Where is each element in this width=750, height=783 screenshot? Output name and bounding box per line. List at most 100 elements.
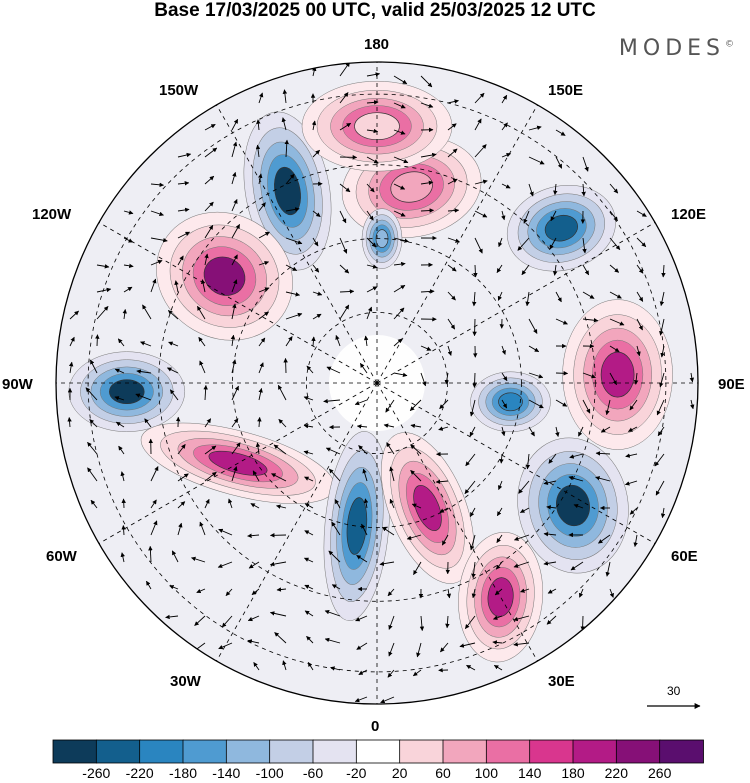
wind-vector [496, 507, 503, 517]
wind-vector [177, 207, 190, 213]
wind-vector [555, 129, 566, 136]
wind-vector [523, 210, 530, 224]
wind-vector [166, 367, 179, 374]
wind-vector [285, 312, 303, 320]
wind-vectors [67, 62, 695, 704]
wind-vector [120, 471, 125, 482]
wind-vector [605, 399, 611, 416]
wind-vector [410, 423, 422, 429]
wind-vector [447, 264, 457, 272]
wind-vector [497, 480, 503, 491]
map-title: Base 17/03/2025 00 UTC, valid 25/03/2025… [154, 0, 596, 21]
wind-vector [366, 210, 374, 221]
wind-vector [331, 521, 341, 536]
wind-vector [283, 357, 288, 374]
wind-vector [121, 525, 126, 536]
wind-vector [471, 561, 476, 579]
wind-vector [366, 264, 378, 269]
wind-vector [304, 610, 314, 617]
colorbar-swatch [182, 739, 228, 764]
wind-vector [96, 306, 109, 320]
wind-vector [258, 337, 266, 347]
colorbar-swatch [355, 739, 401, 764]
wind-vector [199, 521, 206, 536]
wind-vector [472, 372, 477, 388]
wind-vector [568, 475, 584, 482]
wind-vector [258, 173, 263, 185]
wind-vector [69, 310, 79, 320]
wind-vector [204, 225, 214, 239]
wind-vector [354, 399, 368, 406]
wind-vector [459, 642, 476, 648]
wind-vector [204, 471, 217, 482]
brand-name: MODES [618, 36, 725, 61]
wind-vector [469, 507, 476, 517]
wind-vector [435, 479, 449, 484]
wind-vector [135, 393, 152, 401]
wind-vector [366, 100, 379, 105]
wind-vector [528, 372, 544, 379]
wind-vector [304, 503, 314, 509]
wind-vector [204, 175, 215, 185]
wind-vector [339, 92, 349, 104]
wind-vector [177, 181, 190, 186]
wind-vector [339, 183, 351, 193]
wind-vector [528, 156, 545, 165]
wind-vector [447, 345, 452, 356]
wind-vector [578, 426, 584, 437]
wind-vector [543, 531, 557, 537]
parallel [305, 311, 448, 454]
wind-vector [420, 289, 435, 294]
wind-vector [609, 588, 614, 598]
lon-label-0: 0 [371, 718, 380, 735]
wind-vector [356, 424, 368, 429]
wind-vector [258, 92, 264, 104]
colorbar-swatch [269, 739, 314, 764]
wind-vector [197, 305, 206, 320]
wind-vector [605, 561, 611, 577]
wind-vector [328, 468, 341, 482]
wind-vector [393, 237, 409, 243]
wind-vector [177, 255, 184, 266]
wind-vector [231, 442, 241, 455]
wind-vector [393, 338, 403, 347]
wind-vector [636, 345, 641, 357]
wind-vector [339, 210, 347, 224]
wind-vector [366, 156, 379, 164]
colorbar-tick-labels: -260 -220 -180 -140 -100 -60 -20 20 60 100 140 180 2… [0, 765, 750, 783]
wind-vector [609, 183, 619, 194]
negative-anomaly-9 [470, 371, 551, 433]
wind-vector [553, 183, 558, 196]
wind-vector [492, 615, 503, 620]
wind-vector [303, 450, 314, 455]
wind-vector [146, 580, 152, 590]
wind-vector [466, 664, 476, 671]
wind-vector [328, 550, 341, 563]
wind-vector [495, 561, 503, 570]
wind-vector [657, 426, 665, 437]
wind-vector [582, 237, 587, 254]
wind-vector [420, 180, 434, 186]
colorbar-swatch [399, 739, 444, 764]
wind-vector [258, 387, 263, 401]
wind-vector [278, 418, 287, 428]
wind-vector [447, 148, 458, 158]
wind-vector [177, 444, 186, 455]
wind-vector [528, 318, 538, 334]
wind-vector [256, 119, 261, 131]
wind-vector [285, 173, 295, 185]
wind-vector [389, 466, 395, 482]
wind-vector [258, 287, 270, 293]
wind-vector [609, 372, 617, 386]
negative-anomaly-0 [243, 111, 332, 271]
wind-vector [167, 310, 179, 320]
wind-vector [339, 304, 350, 320]
wind-vector [204, 201, 214, 212]
wind-vector [252, 470, 260, 482]
wind-vector [282, 660, 287, 671]
colorbar [52, 739, 704, 764]
wind-vector [501, 426, 506, 437]
colorbar-label: -220 [125, 765, 154, 781]
wind-vector [546, 505, 557, 510]
meridian [376, 222, 656, 384]
